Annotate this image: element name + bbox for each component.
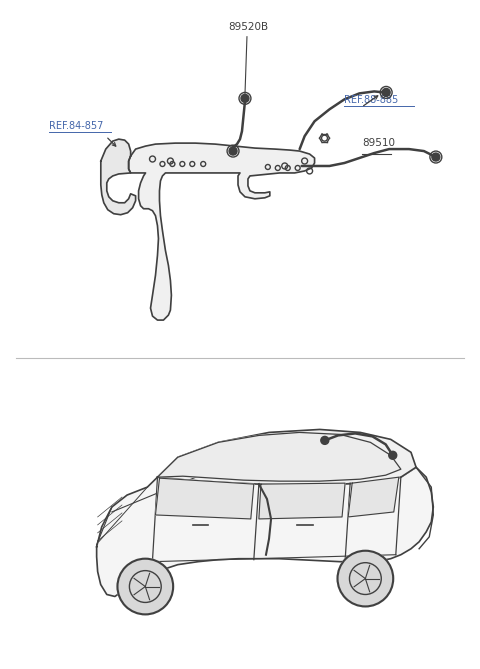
Text: 89520B: 89520B — [228, 22, 268, 31]
Circle shape — [241, 94, 249, 102]
Polygon shape — [157, 429, 416, 485]
Polygon shape — [259, 483, 345, 519]
Polygon shape — [96, 467, 433, 597]
Circle shape — [382, 88, 390, 96]
Circle shape — [229, 147, 237, 155]
Polygon shape — [156, 478, 254, 519]
Text: 89510: 89510 — [362, 138, 396, 148]
Text: REF.88-885: REF.88-885 — [344, 96, 399, 105]
Circle shape — [389, 452, 397, 460]
Polygon shape — [157, 432, 401, 481]
Polygon shape — [348, 477, 399, 517]
Polygon shape — [101, 139, 136, 215]
Circle shape — [337, 551, 393, 606]
Circle shape — [321, 436, 329, 444]
Circle shape — [118, 559, 173, 614]
Polygon shape — [129, 143, 314, 320]
Circle shape — [432, 153, 440, 161]
Text: REF.84-857: REF.84-857 — [49, 121, 104, 131]
